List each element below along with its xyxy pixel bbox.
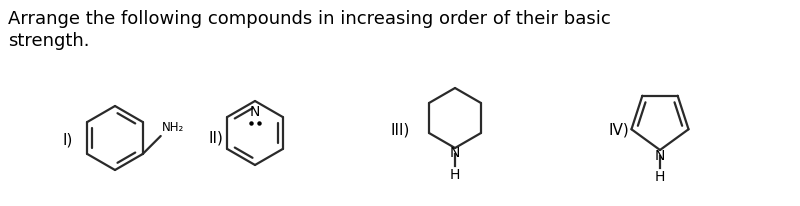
Text: II): II): [208, 130, 223, 145]
Text: Arrange the following compounds in increasing order of their basic: Arrange the following compounds in incre…: [8, 10, 610, 28]
Text: III): III): [390, 123, 410, 137]
Text: N: N: [250, 105, 260, 119]
Text: IV): IV): [608, 123, 629, 137]
Text: N: N: [450, 146, 460, 160]
Text: strength.: strength.: [8, 32, 90, 50]
Text: H: H: [450, 168, 460, 182]
Text: H: H: [655, 170, 665, 184]
Text: N: N: [655, 149, 665, 163]
Text: I): I): [62, 132, 72, 147]
Text: NH₂: NH₂: [162, 121, 184, 134]
